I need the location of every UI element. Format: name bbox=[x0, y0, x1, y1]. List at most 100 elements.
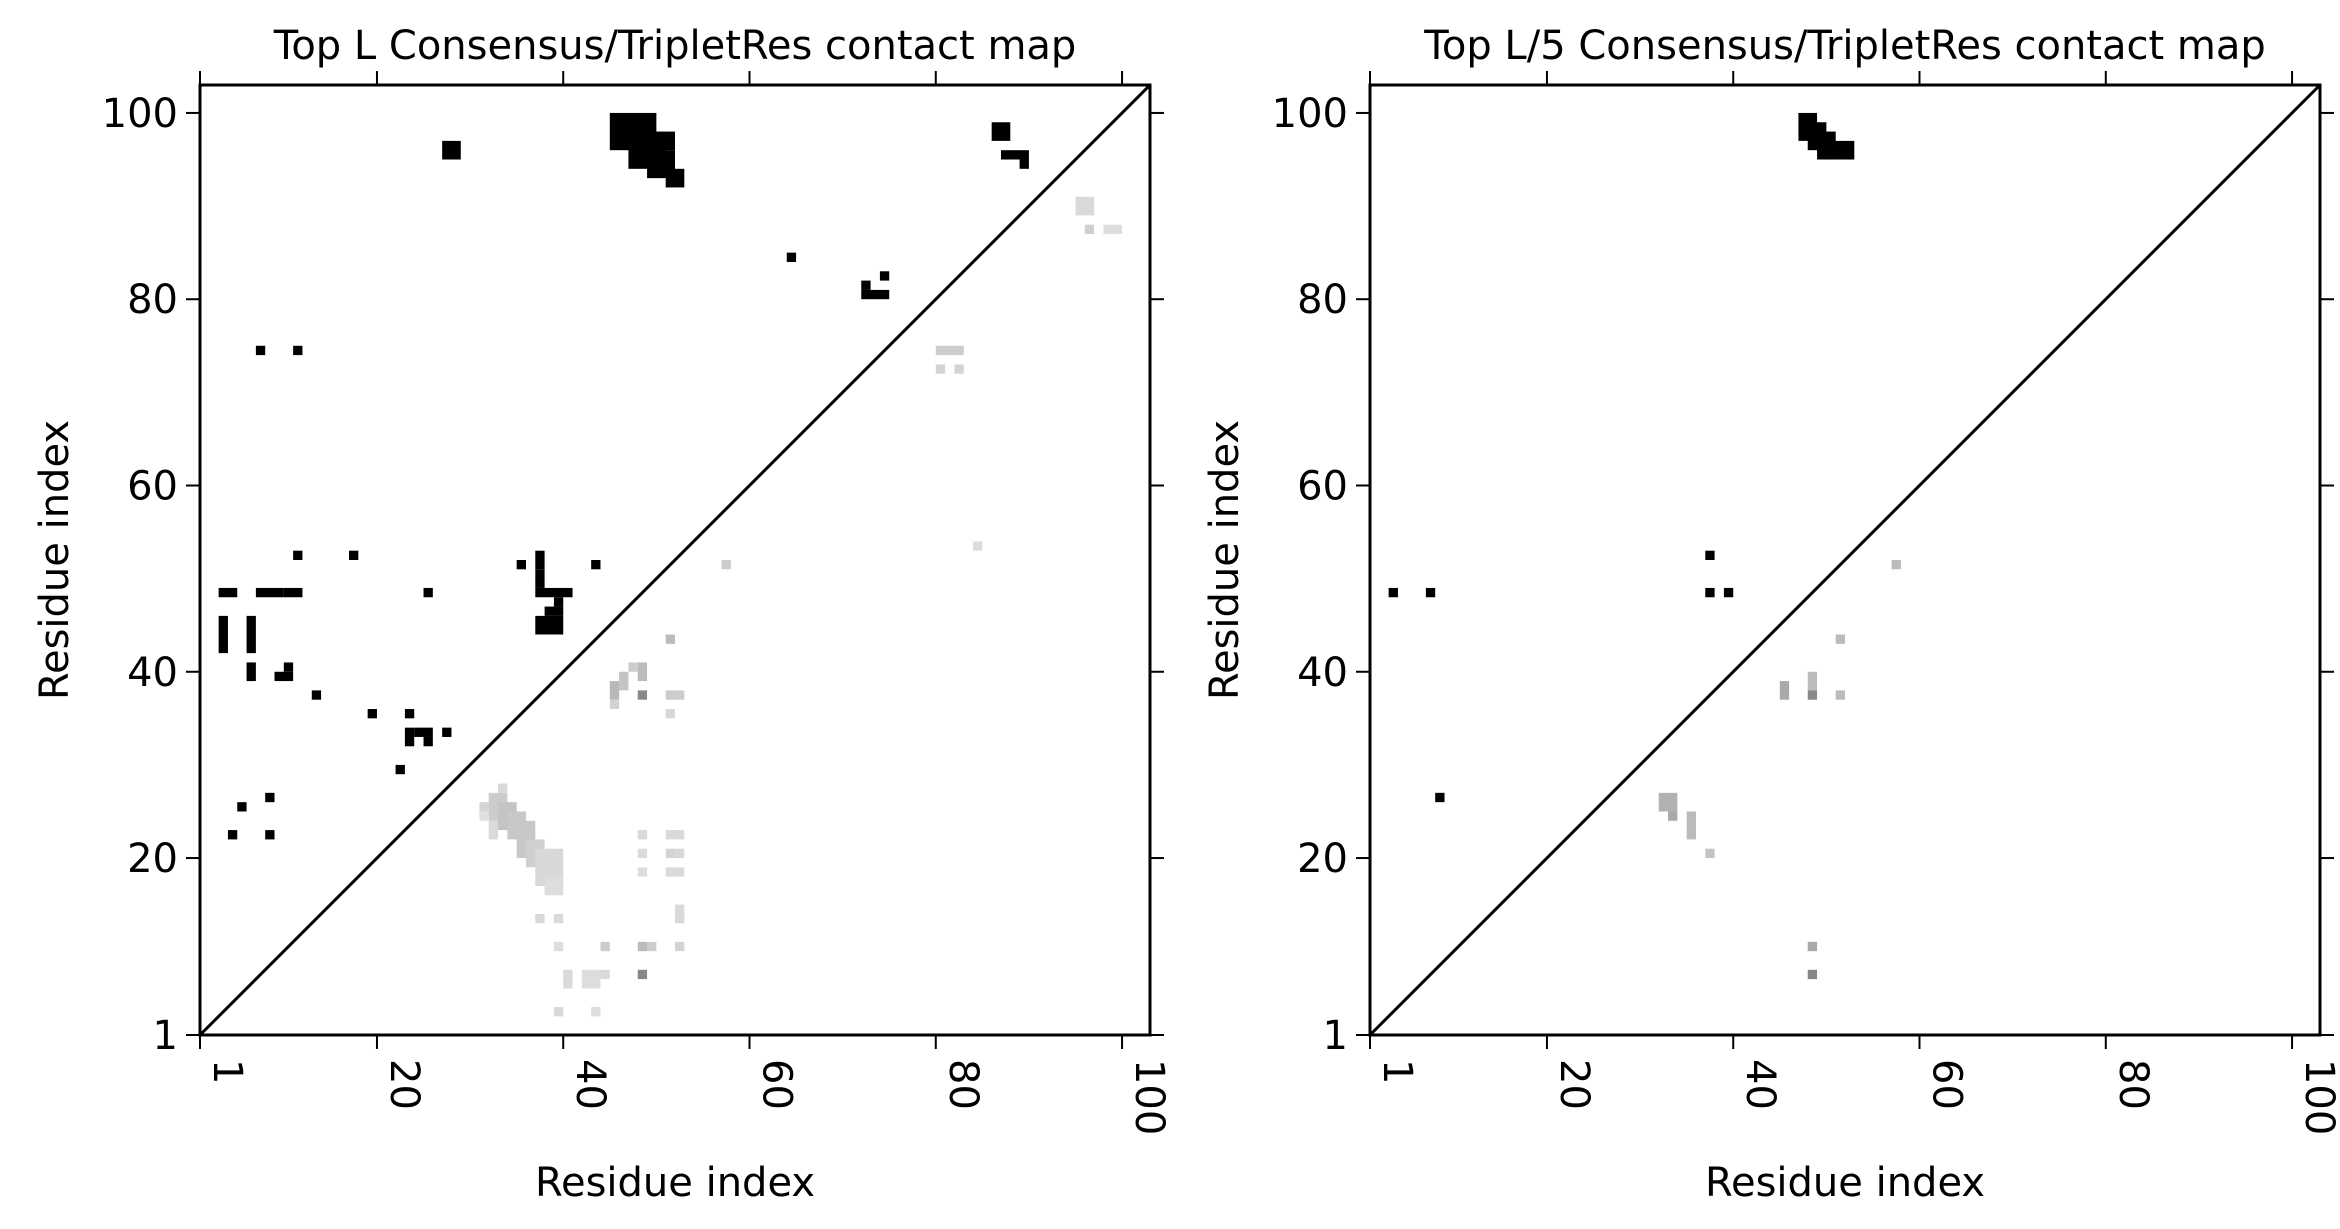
contact-cell-upper bbox=[255, 345, 266, 356]
contact-cell-upper bbox=[535, 550, 545, 570]
y-tick-label: 1 bbox=[1323, 1013, 1348, 1059]
contact-cell-lower bbox=[535, 913, 545, 924]
contact-cell-upper bbox=[1705, 550, 1715, 560]
y-tick-label: 40 bbox=[127, 650, 178, 696]
contact-cell-upper bbox=[404, 727, 415, 747]
contact-cell-lower bbox=[973, 541, 983, 551]
contact-cell-lower bbox=[675, 848, 685, 859]
contact-cell-upper bbox=[1435, 792, 1445, 803]
x-tick-label: 100 bbox=[2296, 1059, 2340, 1135]
contact-cell-upper bbox=[591, 560, 601, 570]
y-axis-label: Residue index bbox=[1202, 420, 1248, 700]
contact-cell-upper bbox=[991, 122, 1011, 141]
x-tick-label: 1 bbox=[1374, 1059, 1420, 1084]
contact-cell-lower bbox=[628, 662, 638, 672]
contact-cell-lower bbox=[665, 848, 675, 859]
contact-cell-upper bbox=[647, 131, 675, 151]
contact-cell-upper bbox=[293, 550, 303, 560]
contact-cell-upper bbox=[274, 671, 294, 682]
chart-title: Top L Consensus/TripletRes contact map bbox=[273, 23, 1077, 69]
contact-cell-lower bbox=[637, 830, 648, 840]
contact-cell-lower bbox=[581, 969, 601, 989]
contact-cell-lower bbox=[1075, 196, 1095, 216]
contact-cell-lower bbox=[553, 1007, 564, 1017]
contact-cell-upper bbox=[404, 709, 415, 719]
diagonal-line bbox=[1368, 83, 2322, 1037]
contact-cell-lower bbox=[1686, 811, 1696, 840]
x-tick-label: 80 bbox=[940, 1059, 986, 1110]
contact-cell-lower bbox=[637, 662, 648, 682]
contact-cell-upper bbox=[246, 615, 256, 635]
contact-cell-lower bbox=[665, 690, 685, 700]
contact-cell-upper bbox=[1000, 150, 1029, 160]
contact-cell-lower bbox=[1835, 634, 1845, 644]
contact-cell-upper bbox=[1019, 159, 1029, 169]
contact-cell-lower bbox=[1084, 224, 1095, 235]
x-tick-label: 100 bbox=[1126, 1059, 1172, 1135]
contact-cell-upper bbox=[237, 802, 247, 812]
contact-cell-lower bbox=[479, 811, 489, 821]
contact-cell-lower bbox=[637, 848, 648, 859]
diagonal-line bbox=[198, 83, 1152, 1037]
contact-cell-upper bbox=[665, 168, 685, 188]
contact-cell-lower bbox=[619, 671, 629, 691]
contact-cell-upper bbox=[423, 736, 433, 747]
contact-cell-lower bbox=[563, 969, 573, 989]
contact-cell-lower bbox=[600, 941, 610, 952]
contact-cell-lower bbox=[637, 690, 648, 700]
x-tick-label: 60 bbox=[1924, 1059, 1970, 1110]
contact-cell-lower bbox=[675, 904, 685, 924]
contact-cell-lower bbox=[479, 802, 489, 812]
x-axis-label: Residue index bbox=[1705, 1160, 1985, 1206]
contact-cell-lower bbox=[637, 941, 648, 952]
contact-cell-upper bbox=[395, 764, 405, 775]
contact-cell-upper bbox=[442, 727, 452, 737]
contact-cell-lower bbox=[609, 681, 620, 700]
contact-cell-upper bbox=[414, 727, 433, 737]
y-tick-label: 1 bbox=[153, 1013, 178, 1059]
contact-cell-upper bbox=[786, 252, 797, 262]
contact-cell-lower bbox=[600, 969, 610, 980]
contact-cell-upper bbox=[1723, 587, 1734, 598]
contact-cell-upper bbox=[1705, 587, 1715, 598]
contact-cell-lower bbox=[498, 783, 508, 793]
contact-cell-lower bbox=[647, 941, 657, 952]
contact-cell-upper bbox=[423, 587, 433, 598]
contact-cell-lower bbox=[665, 830, 685, 840]
contact-cell-upper bbox=[246, 662, 256, 682]
contact-cell-upper bbox=[349, 550, 359, 560]
contact-cell-upper bbox=[293, 345, 303, 356]
y-axis-label: Residue index bbox=[32, 420, 78, 700]
contact-cell-lower bbox=[1807, 690, 1818, 700]
contact-cell-upper bbox=[367, 709, 377, 719]
contact-cell-lower bbox=[675, 941, 685, 952]
y-tick-label: 60 bbox=[1297, 463, 1348, 509]
contact-cell-lower bbox=[544, 876, 564, 896]
contact-cell-upper bbox=[265, 830, 275, 840]
contact-cell-lower bbox=[665, 867, 685, 877]
x-tick-label: 20 bbox=[1551, 1059, 1597, 1110]
y-tick-label: 20 bbox=[127, 836, 178, 882]
contact-cell-lower bbox=[954, 364, 964, 374]
contact-cell-lower bbox=[1807, 671, 1818, 691]
chart-title: Top L/5 Consensus/TripletRes contact map bbox=[1423, 23, 2266, 69]
contact-cell-upper bbox=[227, 830, 238, 840]
contact-cell-lower bbox=[1779, 681, 1790, 700]
contact-cell-lower bbox=[609, 699, 620, 710]
contact-cell-lower bbox=[1705, 848, 1715, 859]
contact-cell-upper bbox=[255, 587, 284, 598]
y-tick-label: 60 bbox=[127, 463, 178, 509]
contact-cell-lower bbox=[721, 560, 731, 570]
contact-cell-lower bbox=[553, 913, 564, 924]
contact-cell-lower bbox=[1807, 969, 1818, 980]
contact-cell-upper bbox=[1425, 587, 1436, 598]
contact-cell-lower bbox=[1103, 224, 1123, 235]
contact-cell-upper bbox=[442, 140, 461, 160]
y-tick-label: 40 bbox=[1297, 650, 1348, 696]
x-tick-label: 80 bbox=[2110, 1059, 2156, 1110]
contact-cell-upper bbox=[1388, 587, 1398, 598]
contact-cell-upper bbox=[283, 662, 294, 672]
contact-cell-lower bbox=[935, 345, 964, 356]
y-tick-label: 80 bbox=[127, 277, 178, 323]
